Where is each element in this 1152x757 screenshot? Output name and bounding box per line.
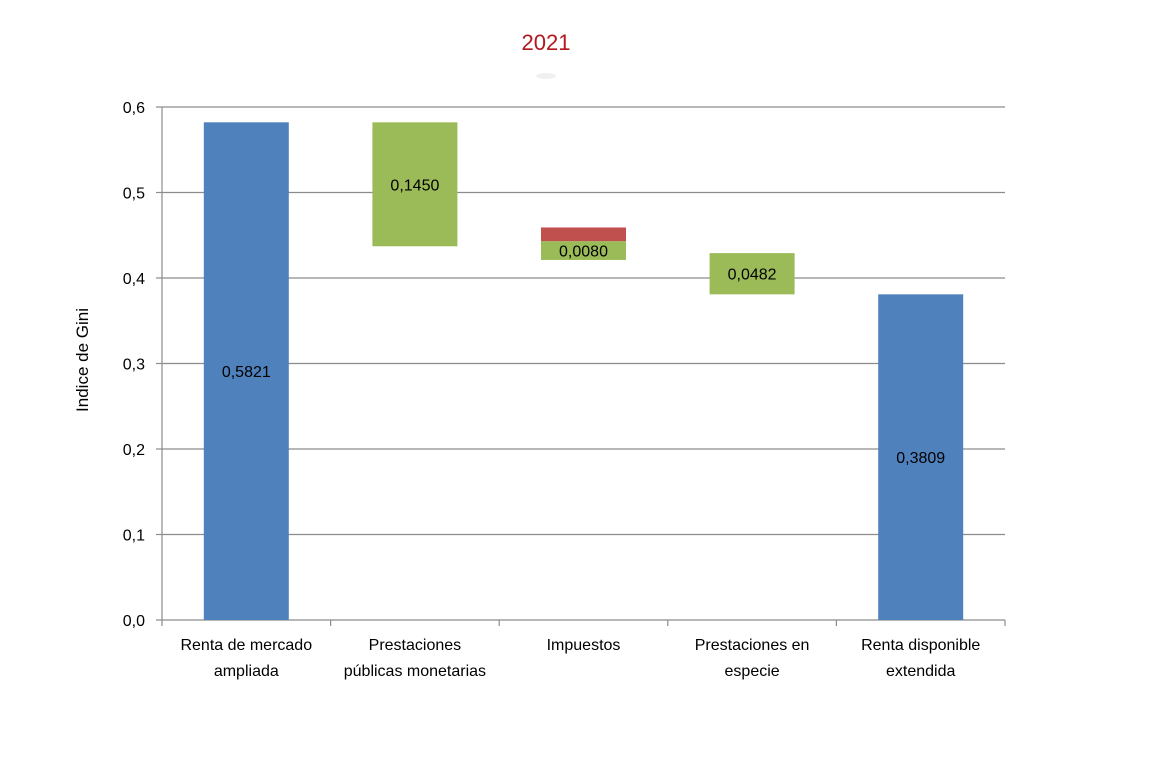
y-tick-label: 0,6 — [123, 100, 145, 117]
y-tick-label: 0,2 — [123, 442, 145, 459]
category-label: públicas monetarias — [344, 663, 486, 680]
category-label: Prestaciones en — [695, 637, 810, 654]
data-labels: 0,5821 0,1450 0,0080 0,0482 0,3809 — [222, 177, 945, 467]
chart-title: 2021 — [522, 30, 571, 55]
category-label: ampliada — [214, 663, 279, 680]
bar-2 — [372, 122, 458, 247]
category-label: Renta de mercado — [180, 637, 312, 654]
data-label-5: 0,3809 — [896, 450, 945, 467]
bar-1 — [203, 122, 289, 620]
y-tick-labels: 0,0 0,1 0,2 0,3 0,4 0,5 0,6 — [123, 100, 145, 630]
bar-segment-3-1 — [541, 241, 626, 260]
gridlines — [156, 106, 1005, 621]
category-label: Impuestos — [547, 637, 621, 654]
category-label: especie — [725, 663, 780, 680]
data-label-1: 0,5821 — [222, 364, 271, 381]
title-decoration — [536, 73, 556, 79]
y-axis-label: Indice de Gini — [73, 308, 92, 412]
bars — [203, 122, 964, 620]
y-tick-label: 0,4 — [123, 271, 145, 288]
data-label-3: 0,0080 — [559, 244, 608, 261]
y-tick-label: 0,5 — [123, 186, 145, 203]
y-tick-label: 0,3 — [123, 357, 145, 374]
y-tick-label: 0,1 — [123, 528, 145, 545]
bar-5 — [878, 294, 964, 620]
data-label-2: 0,1450 — [390, 177, 439, 194]
category-labels: Renta de mercado ampliada Prestaciones públ… — [180, 637, 980, 680]
category-label: Prestaciones — [369, 637, 462, 654]
y-tick-label: 0,0 — [123, 613, 145, 630]
axes — [161, 107, 1006, 626]
category-label: extendida — [886, 663, 955, 680]
category-label: Renta disponible — [861, 637, 980, 654]
data-label-4: 0,0482 — [728, 267, 777, 284]
bar-segment-3-2 — [541, 227, 626, 242]
bar-4 — [709, 253, 795, 295]
